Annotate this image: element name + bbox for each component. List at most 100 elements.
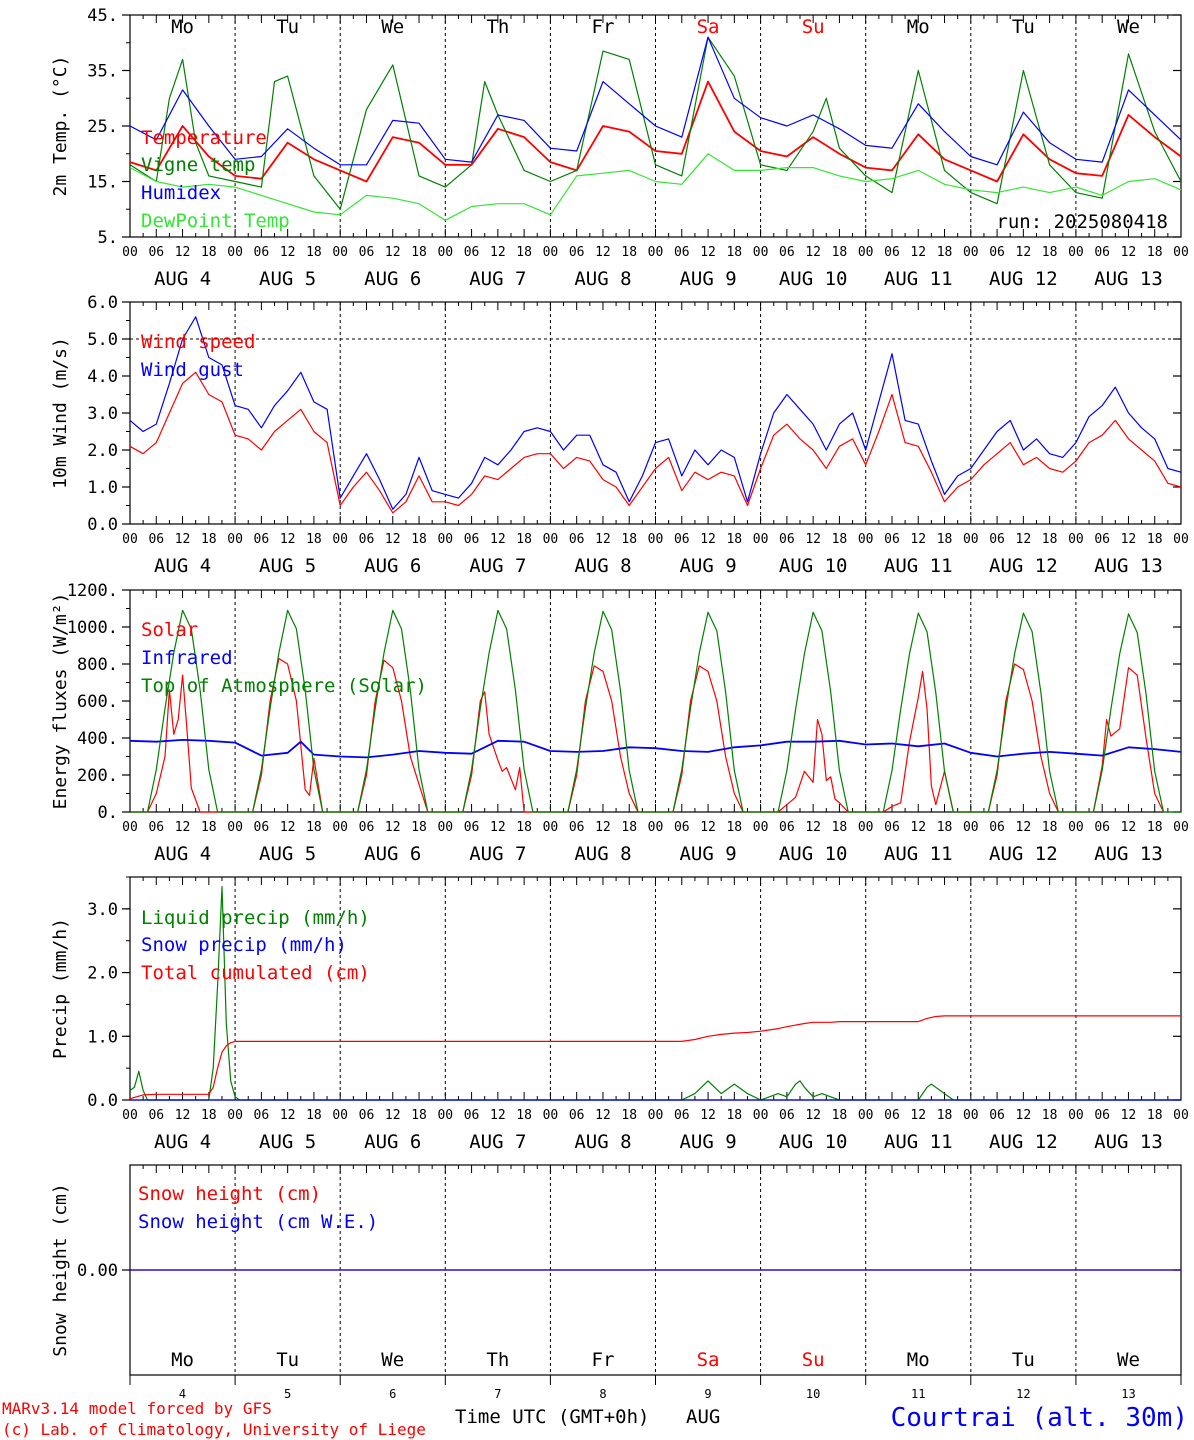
series-line-dewpoint-temp bbox=[129, 153, 1182, 221]
x-date-label: AUG 7 bbox=[469, 1131, 526, 1153]
x-hour-label: 18 bbox=[832, 1108, 848, 1123]
x-hour-label: 12 bbox=[595, 820, 611, 835]
x-hour-label: 12 bbox=[805, 245, 821, 260]
x-hour-label: 00 bbox=[648, 1108, 664, 1123]
series-line-total-cumulated-cm- bbox=[129, 1015, 1181, 1100]
x-day-number: 8 bbox=[599, 1387, 606, 1401]
legend-entry: Liquid precip (mm/h) bbox=[141, 907, 370, 929]
x-hour-label: 00 bbox=[543, 532, 559, 547]
x-hour-label: 00 bbox=[437, 1108, 453, 1123]
x-hour-label: 18 bbox=[621, 532, 637, 547]
x-hour-label: 00 bbox=[753, 532, 769, 547]
x-hour-label: 12 bbox=[280, 532, 296, 547]
x-hour-label: 18 bbox=[306, 245, 322, 260]
x-hour-label: 12 bbox=[805, 1108, 821, 1123]
y-tick-label: 5. bbox=[98, 228, 118, 248]
y-axis-label: Precip (mm/h) bbox=[50, 918, 71, 1059]
x-day-number: 13 bbox=[1121, 1387, 1135, 1401]
legend-entry: Snow precip (mm/h) bbox=[141, 934, 347, 956]
x-hour-label: 18 bbox=[411, 532, 427, 547]
x-hour-label: 18 bbox=[726, 1108, 742, 1123]
x-hour-label: 06 bbox=[884, 245, 900, 260]
x-hour-label: 18 bbox=[1147, 820, 1163, 835]
legend-entry: Snow height (cm W.E.) bbox=[138, 1211, 378, 1233]
x-hour-label: 18 bbox=[201, 532, 217, 547]
y-tick-label: 200. bbox=[77, 766, 118, 786]
panel-3: 0. 200. 400. 600. 800. 1000. 1200.Energy fluxe… bbox=[50, 581, 1189, 865]
x-hour-label: 18 bbox=[726, 532, 742, 547]
x-hour-label: 12 bbox=[700, 245, 716, 260]
x-hour-label: 18 bbox=[1042, 532, 1058, 547]
x-date-label: AUG 13 bbox=[1094, 268, 1163, 290]
x-hour-label: 18 bbox=[201, 820, 217, 835]
weekday-label: Sa bbox=[697, 16, 720, 38]
weekday-label: Sa bbox=[697, 1349, 720, 1371]
x-hour-label: 00 bbox=[753, 245, 769, 260]
x-hour-label: 00 bbox=[963, 245, 979, 260]
x-hour-label: 12 bbox=[175, 1108, 191, 1123]
legend-entry: Vigne temp bbox=[141, 154, 255, 176]
x-date-label: AUG 12 bbox=[989, 1131, 1058, 1153]
x-date-label: AUG 11 bbox=[884, 555, 953, 577]
weekday-label: Mo bbox=[171, 16, 194, 38]
x-date-label: AUG 5 bbox=[259, 1131, 316, 1153]
weekday-label: Su bbox=[802, 16, 825, 38]
model-credit: MARv3.14 model forced by GFS bbox=[2, 1399, 272, 1418]
x-hour-label: 06 bbox=[569, 532, 585, 547]
x-date-label: AUG 5 bbox=[259, 555, 316, 577]
x-hour-label: 00 bbox=[1173, 245, 1189, 260]
x-date-label: AUG 6 bbox=[364, 843, 421, 865]
x-hour-label: 06 bbox=[1094, 245, 1110, 260]
x-date-label: AUG 12 bbox=[989, 268, 1058, 290]
x-hour-label: 06 bbox=[989, 820, 1005, 835]
legend-entry: DewPoint Temp bbox=[141, 210, 290, 232]
x-hour-label: 00 bbox=[227, 1108, 243, 1123]
weekday-label: Fr bbox=[592, 1349, 615, 1371]
x-hour-label: 12 bbox=[805, 532, 821, 547]
x-date-label: AUG 12 bbox=[989, 843, 1058, 865]
panel-4: 0.0 1.0 2.0 3.0 Precip (mm/h) Liquid precip (… bbox=[50, 876, 1189, 1153]
y-tick-label: 3.0 bbox=[87, 404, 118, 424]
x-hour-label: 12 bbox=[1121, 820, 1137, 835]
y-tick-label: 0. bbox=[98, 803, 118, 823]
x-hour-label: 00 bbox=[1068, 820, 1084, 835]
weekday-label: We bbox=[381, 16, 404, 38]
x-hour-label: 06 bbox=[464, 820, 480, 835]
series-line-humidex bbox=[129, 36, 1182, 166]
x-hour-label: 06 bbox=[569, 820, 585, 835]
x-hour-label: 06 bbox=[674, 820, 690, 835]
legend-entry: Wind gust bbox=[141, 359, 244, 381]
x-date-label: AUG 4 bbox=[154, 268, 211, 290]
weekday-label: Su bbox=[802, 1349, 825, 1371]
x-hour-label: 06 bbox=[148, 820, 164, 835]
x-hour-label: 06 bbox=[989, 1108, 1005, 1123]
x-date-label: AUG 10 bbox=[779, 843, 848, 865]
x-date-label: AUG 6 bbox=[364, 268, 421, 290]
legend-entry: Humidex bbox=[141, 182, 221, 204]
x-date-label: AUG 10 bbox=[779, 555, 848, 577]
x-hour-label: 18 bbox=[201, 1108, 217, 1123]
x-hour-label: 06 bbox=[779, 245, 795, 260]
y-tick-label: 2.0 bbox=[87, 441, 118, 461]
x-date-label: AUG 12 bbox=[989, 555, 1058, 577]
weekday-label: We bbox=[381, 1349, 404, 1371]
x-hour-label: 00 bbox=[332, 1108, 348, 1123]
panel-5: 0.00 Snow height (cm) Snow height (cm) Snow… bbox=[50, 1164, 1182, 1376]
y-tick-label: 0.00 bbox=[77, 1261, 118, 1281]
x-hour-label: 12 bbox=[910, 1108, 926, 1123]
y-tick-label: 6.0 bbox=[87, 293, 118, 313]
x-hour-label: 18 bbox=[621, 1108, 637, 1123]
x-date-label: AUG 9 bbox=[679, 1131, 736, 1153]
x-hour-label: 06 bbox=[779, 1108, 795, 1123]
weekday-label: We bbox=[1117, 1349, 1140, 1371]
x-date-label: AUG 7 bbox=[469, 555, 526, 577]
x-hour-label: 00 bbox=[122, 820, 138, 835]
x-hour-label: 00 bbox=[543, 245, 559, 260]
panel-2: 0.0 1.0 2.0 3.0 4.0 5.0 6.0 10m Wind (m/s) Wind … bbox=[50, 293, 1189, 577]
series-line-temperature bbox=[129, 80, 1182, 183]
x-hour-label: 06 bbox=[674, 245, 690, 260]
x-hour-label: 06 bbox=[674, 1108, 690, 1123]
x-hour-label: 06 bbox=[359, 1108, 375, 1123]
x-hour-label: 12 bbox=[385, 820, 401, 835]
legend-entry: Top of Atmosphere (Solar) bbox=[141, 675, 427, 697]
